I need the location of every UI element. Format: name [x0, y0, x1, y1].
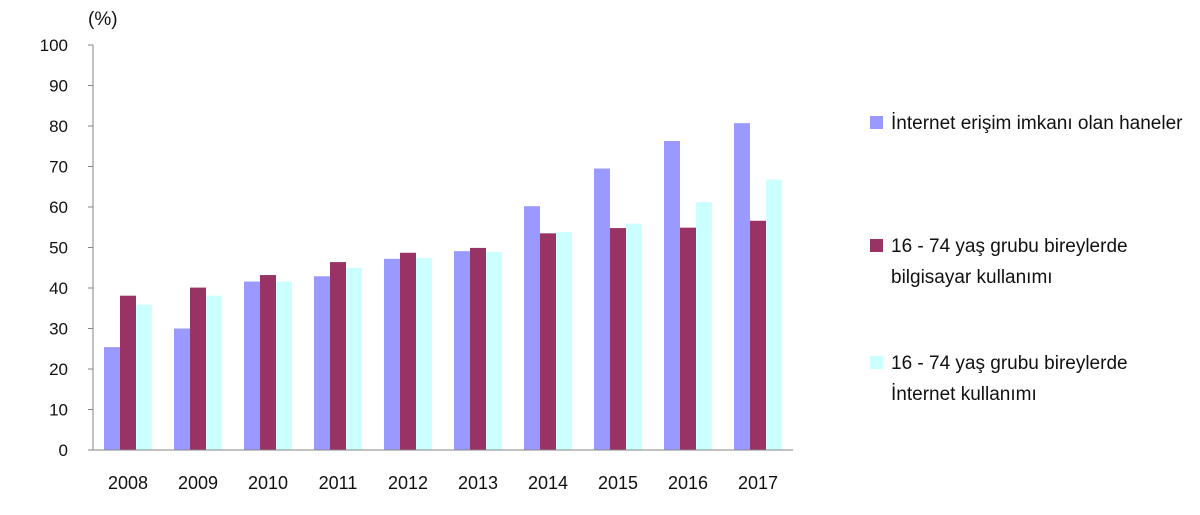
bar-2011-series-0 — [314, 276, 330, 450]
x-tick-label-2008: 2008 — [108, 473, 148, 493]
bar-2014-series-2 — [556, 232, 572, 450]
bar-2017-series-0 — [734, 123, 750, 450]
legend-item-internet-use: 16 - 74 yaş grubu bireylerde İnternet ku… — [870, 348, 1190, 410]
x-tick-label-2017: 2017 — [738, 473, 778, 493]
bar-2010-series-0 — [244, 281, 260, 450]
bar-2013-series-2 — [486, 251, 502, 450]
legend-swatch-internet-use — [870, 356, 883, 369]
x-tick-label-2013: 2013 — [458, 473, 498, 493]
y-tick-label-7: 70 — [49, 158, 68, 177]
x-tick-label-2015: 2015 — [598, 473, 638, 493]
bar-2016-series-1 — [680, 227, 696, 450]
bar-2015-series-1 — [610, 228, 626, 450]
bar-2015-series-0 — [594, 168, 610, 450]
legend-label-computer-use: 16 - 74 yaş grubu bireylerde bilgisayar … — [891, 236, 1128, 288]
bar-2014-series-0 — [524, 206, 540, 450]
bar-2017-series-1 — [750, 220, 766, 450]
bar-2009-series-1 — [190, 287, 206, 450]
y-tick-label-6: 60 — [49, 198, 68, 217]
bar-2010-series-2 — [276, 281, 292, 450]
y-tick-label-2: 20 — [49, 360, 68, 379]
legend-swatch-computer-use — [870, 239, 883, 252]
y-tick-label-5: 50 — [49, 239, 68, 258]
bar-2011-series-2 — [346, 267, 362, 450]
bar-2008-series-0 — [104, 347, 120, 450]
y-tick-label-9: 90 — [49, 77, 68, 96]
bar-2013-series-0 — [454, 251, 470, 450]
x-tick-label-2012: 2012 — [388, 473, 428, 493]
y-tick-label-3: 30 — [49, 320, 68, 339]
x-tick-label-2010: 2010 — [248, 473, 288, 493]
bar-2012-series-1 — [400, 252, 416, 450]
bar-2012-series-0 — [384, 258, 400, 450]
legend-swatch-internet-access — [870, 116, 883, 129]
x-tick-label-2016: 2016 — [668, 473, 708, 493]
y-tick-label-4: 40 — [49, 279, 68, 298]
bar-2017-series-2 — [766, 179, 782, 450]
legend-label-internet-access: İnternet erişim imkanı olan haneler — [891, 113, 1183, 134]
y-axis-unit-label: (%) — [88, 9, 118, 30]
bar-2009-series-2 — [206, 295, 222, 450]
x-tick-label-2011: 2011 — [319, 473, 358, 493]
bar-2012-series-2 — [416, 258, 432, 450]
y-tick-label-1: 10 — [49, 401, 68, 420]
bar-2015-series-2 — [626, 223, 642, 450]
legend-item-computer-use: 16 - 74 yaş grubu bireylerde bilgisayar … — [870, 231, 1190, 293]
y-tick-label-0: 0 — [59, 441, 68, 460]
bar-2013-series-1 — [470, 247, 486, 450]
bar-2008-series-2 — [136, 304, 152, 450]
bar-2008-series-1 — [120, 295, 136, 450]
bar-2016-series-2 — [696, 202, 712, 450]
bar-2011-series-1 — [330, 262, 346, 450]
bar-2010-series-1 — [260, 275, 276, 450]
bar-2014-series-1 — [540, 233, 556, 450]
bar-2009-series-0 — [174, 328, 190, 450]
bars-group — [104, 123, 782, 451]
y-axis-ticks: 0 10 20 30 40 50 60 70 80 90 100 — [40, 36, 93, 460]
y-tick-label-8: 80 — [49, 117, 68, 136]
legend-label-internet-use: 16 - 74 yaş grubu bireylerde İnternet ku… — [891, 353, 1128, 405]
x-axis-ticks: 2008 2009 2010 2011 2012 2013 2014 2015 2016 2017 — [108, 473, 778, 493]
legend-item-internet-access: İnternet erişim imkanı olan haneler — [870, 108, 1190, 139]
y-tick-label-10: 100 — [40, 36, 68, 55]
x-tick-label-2014: 2014 — [528, 473, 568, 493]
x-tick-label-2009: 2009 — [178, 473, 218, 493]
bar-2016-series-0 — [664, 140, 680, 451]
